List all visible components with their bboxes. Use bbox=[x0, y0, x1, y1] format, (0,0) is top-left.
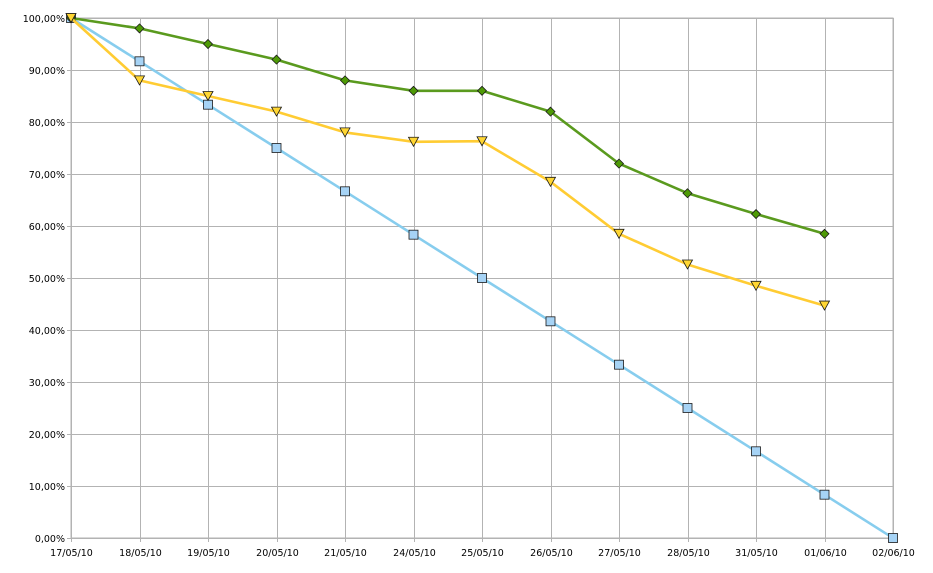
data-point bbox=[202, 91, 214, 102]
y-tick-label: 20,00% bbox=[29, 430, 65, 441]
y-tick-label: 10,00% bbox=[29, 482, 65, 493]
data-point bbox=[751, 446, 761, 457]
data-point bbox=[750, 280, 762, 292]
data-point bbox=[339, 127, 351, 138]
data-point bbox=[613, 228, 625, 240]
y-tick-label: 70,00% bbox=[29, 170, 65, 181]
x-tick-label: 27/05/10 bbox=[598, 548, 641, 559]
x-tick-label: 31/05/10 bbox=[735, 548, 778, 559]
data-point bbox=[613, 158, 625, 169]
data-point bbox=[271, 54, 282, 65]
data-point bbox=[750, 208, 762, 220]
series-line bbox=[69, 16, 826, 307]
series-2 bbox=[65, 12, 830, 239]
data-point bbox=[202, 38, 214, 50]
data-point bbox=[477, 273, 487, 283]
data-point bbox=[545, 316, 556, 327]
data-point bbox=[819, 489, 830, 500]
x-tick-label: 24/05/10 bbox=[393, 548, 436, 559]
data-point bbox=[544, 176, 557, 188]
y-tick-label: 50,00% bbox=[29, 274, 65, 285]
series-layer bbox=[65, 12, 898, 543]
series-line bbox=[69, 16, 826, 236]
data-point bbox=[819, 228, 830, 239]
data-point bbox=[682, 403, 693, 413]
data-point bbox=[339, 75, 351, 86]
series-3 bbox=[65, 13, 831, 311]
x-tick-label: 20/05/10 bbox=[256, 548, 299, 559]
data-point bbox=[408, 229, 419, 240]
data-point bbox=[682, 188, 693, 199]
data-point bbox=[203, 99, 213, 110]
y-tick-label: 30,00% bbox=[29, 378, 65, 389]
data-point bbox=[134, 23, 145, 34]
data-point bbox=[545, 106, 556, 117]
x-tick-label: 26/05/10 bbox=[530, 548, 573, 559]
data-point bbox=[476, 85, 488, 96]
x-tick-label: 17/05/10 bbox=[50, 548, 93, 559]
y-tick-label: 90,00% bbox=[29, 66, 65, 77]
x-tick-label: 28/05/10 bbox=[667, 548, 710, 559]
data-point bbox=[818, 300, 831, 311]
y-tick-label: 60,00% bbox=[29, 222, 65, 233]
data-point bbox=[65, 13, 77, 24]
data-point bbox=[134, 56, 145, 67]
data-point bbox=[133, 75, 146, 86]
data-point bbox=[681, 259, 694, 270]
data-point bbox=[408, 85, 419, 96]
data-point bbox=[476, 136, 488, 147]
data-point bbox=[270, 106, 283, 117]
x-tick-label: 18/05/10 bbox=[119, 548, 162, 559]
x-tick-label: 25/05/10 bbox=[461, 548, 504, 559]
y-tick-label: 80,00% bbox=[29, 118, 65, 129]
x-tick-label: 01/06/10 bbox=[804, 548, 847, 559]
tick-labels: 0,00% 10,00% 20,00% 30,00% 40,00% 50,00% 60,00… bbox=[23, 14, 915, 559]
data-point bbox=[271, 143, 282, 153]
y-tick-label: 0,00% bbox=[35, 534, 65, 545]
data-point bbox=[340, 186, 350, 197]
data-point bbox=[614, 359, 624, 370]
data-point bbox=[407, 136, 420, 148]
x-tick-label: 21/05/10 bbox=[324, 548, 367, 559]
x-tick-label: 02/06/10 bbox=[872, 548, 915, 559]
x-tick-label: 19/05/10 bbox=[187, 548, 230, 559]
y-tick-label: 40,00% bbox=[29, 326, 65, 337]
y-tick-label: 100,00% bbox=[23, 14, 65, 25]
data-point bbox=[888, 533, 898, 543]
